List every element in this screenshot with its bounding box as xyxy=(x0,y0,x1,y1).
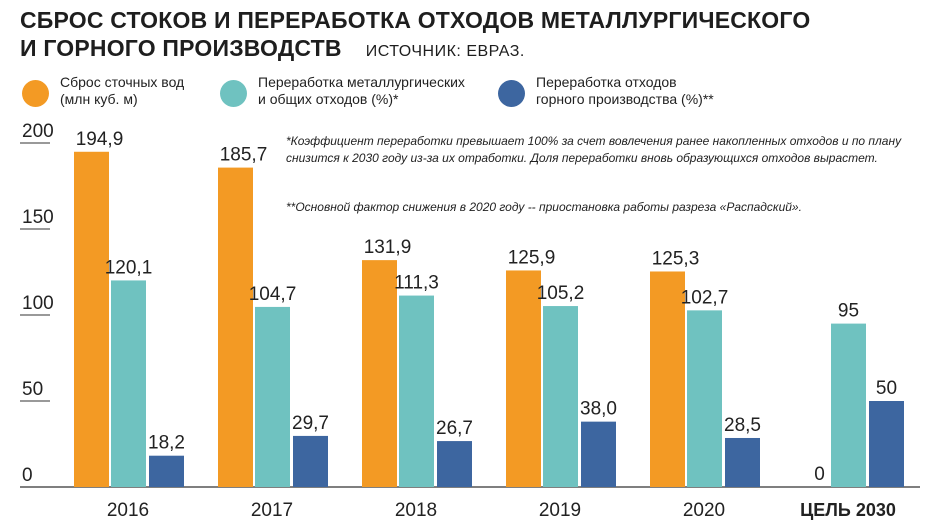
data-label: 105,2 xyxy=(537,283,585,304)
legend-swatch-teal xyxy=(220,80,247,107)
x-tick-label: 2020 xyxy=(683,500,725,521)
legend-label-metallurgical: Переработка металлургических и общих отх… xyxy=(258,74,465,107)
data-label: 102,7 xyxy=(681,287,729,308)
y-tick-label: 150 xyxy=(22,207,54,228)
bar xyxy=(218,167,253,487)
bar xyxy=(831,323,866,487)
data-label: 185,7 xyxy=(220,145,268,166)
data-label: 131,9 xyxy=(364,237,412,258)
bar xyxy=(437,441,472,487)
bar xyxy=(687,310,722,487)
legend-swatch-blue xyxy=(498,80,525,107)
bar xyxy=(506,270,541,487)
data-label: 104,7 xyxy=(249,284,297,305)
bar xyxy=(543,306,578,487)
bar xyxy=(111,280,146,487)
chart-title: СБРОС СТОКОВ И ПЕРЕРАБОТКА ОТХОДОВ МЕТАЛ… xyxy=(20,6,810,66)
x-tick-label: 2017 xyxy=(251,500,293,521)
bar xyxy=(725,437,760,487)
data-label: 28,5 xyxy=(724,415,761,436)
bar xyxy=(255,306,290,487)
x-tick-label: 2019 xyxy=(539,500,581,521)
x-tick-label: 2016 xyxy=(107,500,149,521)
bar xyxy=(869,401,904,487)
bar xyxy=(581,421,616,487)
y-tick-label: 50 xyxy=(22,379,43,400)
bar xyxy=(293,435,328,487)
x-tick-label: ЦЕЛЬ 2030 xyxy=(800,500,896,520)
y-tick-label: 100 xyxy=(22,293,54,314)
data-label: 38,0 xyxy=(580,399,617,420)
data-label: 125,9 xyxy=(508,247,556,268)
bar xyxy=(149,455,184,487)
legend-label-wastewater: Сброс сточных вод (млн куб. м) xyxy=(60,74,185,107)
data-label: 120,1 xyxy=(105,257,153,278)
title-line-1: СБРОС СТОКОВ И ПЕРЕРАБОТКА ОТХОДОВ МЕТАЛ… xyxy=(20,7,811,33)
data-label: 50 xyxy=(876,378,897,399)
data-label: 29,7 xyxy=(292,413,329,434)
bar xyxy=(650,271,685,487)
x-tick-label: 2018 xyxy=(395,500,437,521)
data-label: 194,9 xyxy=(76,129,124,150)
title-line-2: И ГОРНОГО ПРОИЗВОДСТВ ИСТОЧНИК: ЕВРАЗ. xyxy=(20,34,810,66)
data-label: 125,3 xyxy=(652,248,700,269)
title-line-2-text: И ГОРНОГО ПРОИЗВОДСТВ xyxy=(20,35,342,61)
footnote-1: *Коэффициент переработки превышает 100% … xyxy=(286,134,902,165)
source-label: ИСТОЧНИК: ЕВРАЗ. xyxy=(365,43,525,60)
y-tick-label: 200 xyxy=(22,121,54,142)
data-label: 18,2 xyxy=(148,433,185,454)
data-label: 0 xyxy=(814,464,825,485)
data-label: 95 xyxy=(838,301,859,322)
legend-label-mining: Переработка отходов горного производства… xyxy=(536,74,714,107)
bar xyxy=(74,151,109,487)
y-tick-label: 0 xyxy=(22,465,33,486)
data-label: 111,3 xyxy=(394,273,439,294)
data-label: 26,7 xyxy=(436,418,473,439)
footnote-2: **Основной фактор снижения в 2020 году -… xyxy=(286,200,802,214)
bar xyxy=(399,295,434,487)
bar xyxy=(362,260,397,487)
legend-swatch-orange xyxy=(22,80,49,107)
